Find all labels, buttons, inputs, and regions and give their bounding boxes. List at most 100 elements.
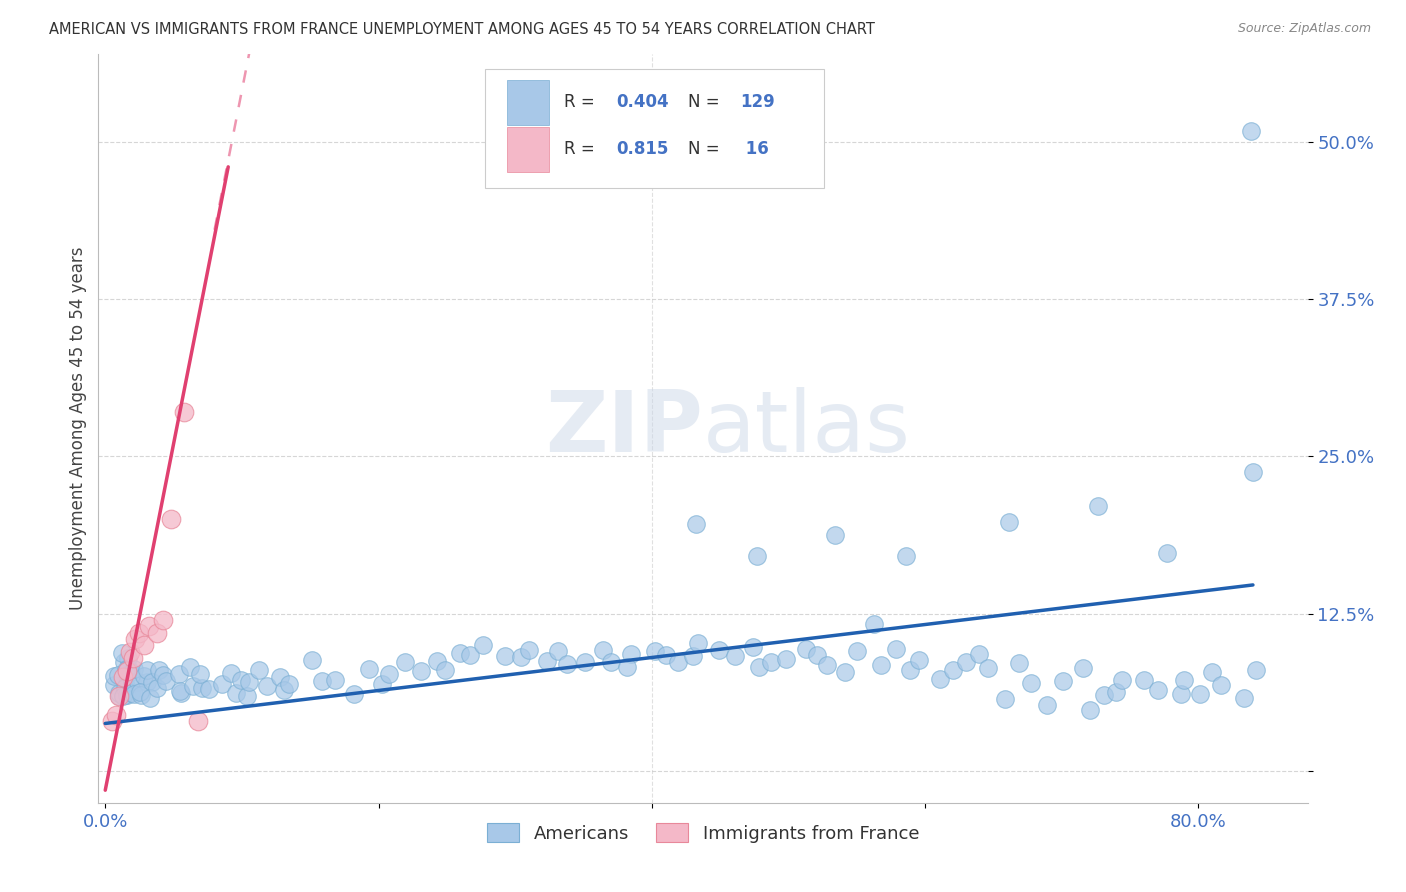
Point bbox=[682, 648, 704, 663]
Point bbox=[179, 660, 201, 674]
Point bbox=[509, 650, 531, 665]
Point bbox=[138, 619, 160, 633]
Point bbox=[238, 674, 260, 689]
Point bbox=[371, 677, 394, 691]
Point bbox=[117, 651, 139, 665]
Point bbox=[115, 679, 138, 693]
Point bbox=[834, 665, 856, 680]
Point bbox=[152, 613, 174, 627]
Point bbox=[616, 659, 638, 673]
Point bbox=[256, 679, 278, 693]
Point bbox=[111, 670, 134, 684]
Point bbox=[122, 662, 145, 676]
Point bbox=[115, 664, 138, 678]
Point bbox=[1087, 500, 1109, 514]
Point bbox=[394, 656, 416, 670]
Point bbox=[655, 648, 678, 663]
Point bbox=[236, 689, 259, 703]
Point bbox=[103, 669, 125, 683]
Point bbox=[1105, 685, 1128, 699]
Text: Source: ZipAtlas.com: Source: ZipAtlas.com bbox=[1237, 22, 1371, 36]
Point bbox=[1092, 688, 1115, 702]
Point bbox=[1071, 661, 1094, 675]
Text: R =: R = bbox=[564, 140, 600, 159]
Point bbox=[536, 654, 558, 668]
Point bbox=[547, 644, 569, 658]
Point bbox=[141, 675, 163, 690]
Point bbox=[724, 648, 747, 663]
Point bbox=[129, 685, 152, 699]
Point bbox=[620, 647, 643, 661]
Point bbox=[928, 672, 950, 686]
Point bbox=[555, 657, 578, 671]
Point bbox=[806, 648, 828, 662]
Point bbox=[1239, 123, 1261, 137]
Point bbox=[886, 642, 908, 657]
Point bbox=[824, 528, 846, 542]
FancyBboxPatch shape bbox=[508, 127, 550, 172]
Point bbox=[198, 681, 221, 696]
Point bbox=[998, 515, 1021, 529]
Point bbox=[1156, 546, 1178, 560]
Point bbox=[357, 662, 380, 676]
Point bbox=[108, 689, 131, 703]
Point bbox=[1233, 691, 1256, 706]
Text: ZIP: ZIP bbox=[546, 386, 703, 470]
Point bbox=[666, 656, 689, 670]
Point bbox=[211, 677, 233, 691]
Point bbox=[794, 641, 817, 656]
Point bbox=[1008, 657, 1031, 671]
Point bbox=[1111, 673, 1133, 687]
Point bbox=[129, 688, 152, 702]
Point bbox=[1244, 663, 1267, 677]
Point bbox=[108, 686, 131, 700]
Point bbox=[747, 549, 769, 563]
Point bbox=[311, 673, 333, 688]
Point bbox=[377, 667, 399, 681]
Point bbox=[942, 663, 965, 677]
Point bbox=[1209, 678, 1232, 692]
Point bbox=[517, 643, 540, 657]
Point bbox=[967, 648, 990, 662]
Point bbox=[173, 405, 195, 419]
Point bbox=[301, 653, 323, 667]
Point bbox=[167, 666, 190, 681]
Point bbox=[278, 677, 301, 691]
Point bbox=[101, 714, 124, 728]
Point bbox=[742, 640, 765, 655]
Text: 0.404: 0.404 bbox=[616, 94, 669, 112]
Point bbox=[592, 643, 614, 657]
Point bbox=[249, 663, 271, 677]
Point bbox=[599, 655, 621, 669]
Point bbox=[121, 675, 143, 690]
Point bbox=[120, 665, 142, 679]
Point bbox=[976, 661, 998, 675]
Point bbox=[1170, 687, 1192, 701]
FancyBboxPatch shape bbox=[508, 79, 550, 125]
Point bbox=[135, 663, 157, 677]
Point bbox=[494, 649, 516, 664]
Text: AMERICAN VS IMMIGRANTS FROM FRANCE UNEMPLOYMENT AMONG AGES 45 TO 54 YEARS CORREL: AMERICAN VS IMMIGRANTS FROM FRANCE UNEMP… bbox=[49, 22, 875, 37]
Point bbox=[815, 658, 838, 673]
Text: 129: 129 bbox=[741, 94, 775, 112]
Point bbox=[118, 645, 141, 659]
Point bbox=[1241, 465, 1264, 479]
Y-axis label: Unemployment Among Ages 45 to 54 years: Unemployment Among Ages 45 to 54 years bbox=[69, 246, 87, 610]
Point bbox=[169, 684, 191, 698]
Point bbox=[685, 517, 707, 532]
Point bbox=[155, 673, 177, 688]
Point bbox=[108, 689, 131, 703]
Point bbox=[269, 670, 291, 684]
Legend: Americans, Immigrants from France: Americans, Immigrants from France bbox=[479, 816, 927, 850]
Point bbox=[103, 678, 125, 692]
Point bbox=[863, 617, 886, 632]
Text: N =: N = bbox=[689, 140, 725, 159]
Point bbox=[1188, 687, 1211, 701]
Point bbox=[111, 646, 134, 660]
Point bbox=[114, 681, 136, 695]
Point bbox=[124, 632, 146, 646]
Point bbox=[471, 638, 494, 652]
Point bbox=[183, 679, 205, 693]
Point bbox=[323, 673, 346, 687]
Point bbox=[117, 660, 139, 674]
